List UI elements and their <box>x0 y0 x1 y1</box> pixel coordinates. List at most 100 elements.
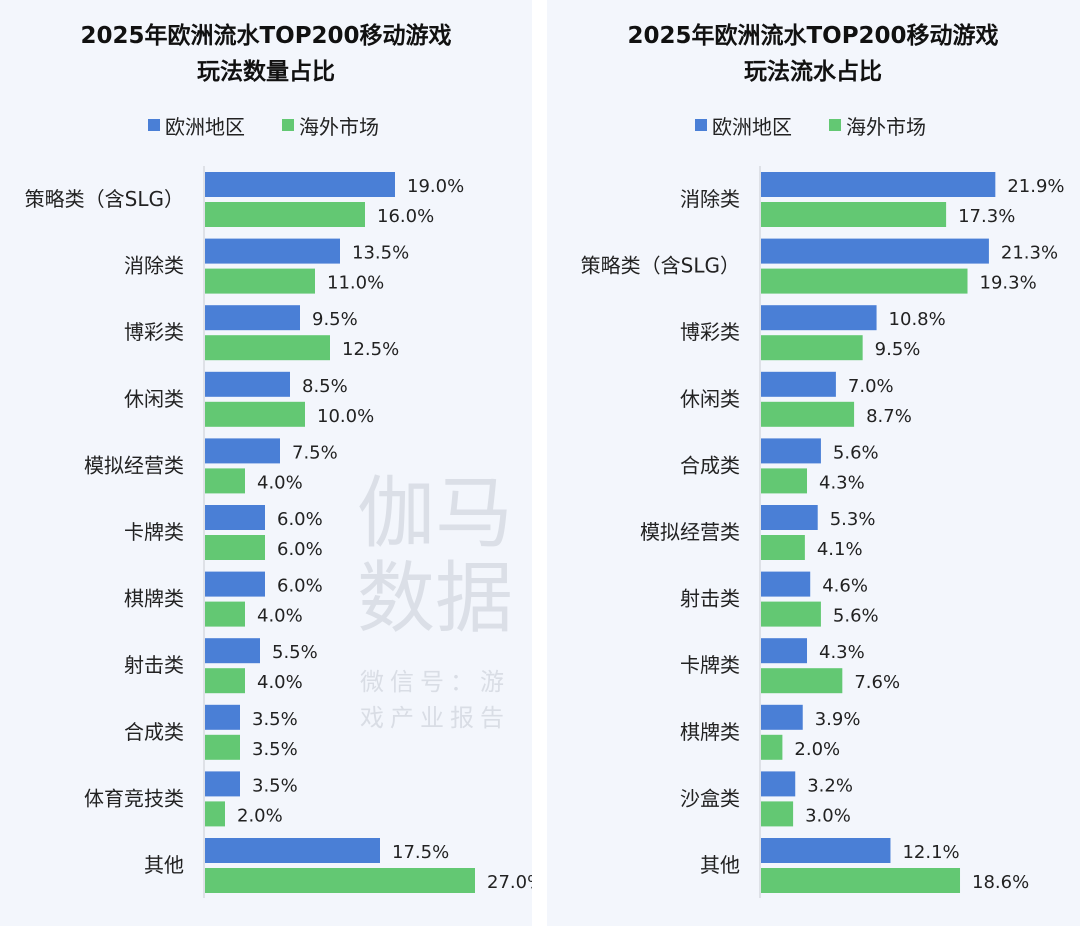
bar-europe <box>205 238 340 264</box>
data-label: 11.0% <box>327 273 384 294</box>
data-label: 17.5% <box>392 842 449 863</box>
data-label: 3.5% <box>252 709 298 730</box>
data-label: 3.2% <box>807 775 853 796</box>
category-label: 模拟经营类 <box>84 453 184 477</box>
chart-title: 2025年欧洲流水TOP200移动游戏 <box>80 22 451 49</box>
bar-overseas <box>205 668 245 694</box>
data-label: 3.5% <box>252 739 298 760</box>
bar-europe <box>761 704 803 730</box>
category-label: 棋牌类 <box>124 587 184 611</box>
chart-subtitle: 玩法数量占比 <box>197 59 335 85</box>
category-label: 棋牌类 <box>680 720 740 744</box>
category-label: 消除类 <box>124 254 184 278</box>
chart-subtitle: 玩法流水占比 <box>744 58 882 85</box>
legend-swatch-europe <box>695 119 707 131</box>
data-label: 17.3% <box>958 206 1015 227</box>
bar-europe <box>761 172 996 197</box>
data-label: 4.1% <box>817 539 863 560</box>
bar-overseas <box>205 868 475 893</box>
bar-europe <box>205 371 290 397</box>
bar-europe <box>205 305 300 331</box>
bar-overseas <box>205 401 305 427</box>
bar-europe <box>205 838 380 863</box>
bar-overseas <box>205 335 330 361</box>
data-label: 4.0% <box>257 672 303 693</box>
bar-overseas <box>205 801 225 827</box>
data-label: 19.0% <box>407 176 464 197</box>
bar-europe <box>761 238 989 264</box>
watermark-logo-text: 伽马 <box>357 469 513 559</box>
bar-overseas <box>761 535 805 560</box>
data-label: 6.0% <box>277 539 323 560</box>
bar-overseas <box>205 535 265 560</box>
bar-europe <box>205 438 280 464</box>
data-label: 5.6% <box>833 442 879 463</box>
category-label: 体育竞技类 <box>84 786 184 810</box>
category-label: 合成类 <box>124 720 184 744</box>
category-label: 射击类 <box>124 653 184 677</box>
category-label: 卡牌类 <box>680 653 740 677</box>
data-label: 7.6% <box>854 672 900 693</box>
data-label: 5.5% <box>272 642 318 663</box>
bar-overseas <box>205 468 245 494</box>
data-label: 12.1% <box>902 842 959 863</box>
bar-europe <box>761 305 877 331</box>
data-label: 4.3% <box>819 642 865 663</box>
bar-europe <box>761 438 821 464</box>
bar-overseas <box>205 601 245 627</box>
bar-europe <box>761 371 836 397</box>
bar-europe <box>761 838 891 863</box>
category-label: 休闲类 <box>124 387 184 411</box>
data-label: 3.5% <box>252 775 298 796</box>
category-label: 卡牌类 <box>124 520 184 544</box>
bar-overseas <box>761 734 783 760</box>
bar-overseas <box>761 801 794 827</box>
bar-overseas <box>761 401 855 427</box>
data-label: 2.0% <box>237 805 283 826</box>
category-label: 休闲类 <box>680 387 740 411</box>
category-label: 博彩类 <box>124 320 184 344</box>
data-label: 8.7% <box>866 406 912 427</box>
data-label: 10.0% <box>317 406 374 427</box>
bar-overseas <box>761 601 821 627</box>
data-label: 9.5% <box>312 309 358 330</box>
bar-overseas <box>205 734 240 760</box>
legend-label-overseas: 海外市场 <box>846 115 926 139</box>
bar-europe <box>761 571 811 597</box>
bar-overseas <box>761 468 808 494</box>
data-label: 6.0% <box>277 509 323 530</box>
data-label: 16.0% <box>377 206 434 227</box>
data-label: 6.0% <box>277 576 323 597</box>
chart-panel-revenue: 2025年欧洲流水TOP200移动游戏 玩法流水占比 欧洲地区 海外市场 消除类 21.9… <box>547 0 1080 926</box>
bar-overseas <box>761 268 968 294</box>
legend-swatch-europe <box>148 119 160 131</box>
data-label: 4.0% <box>257 472 303 493</box>
data-label: 4.3% <box>819 472 865 493</box>
legend-label-europe: 欧洲地区 <box>165 115 245 139</box>
category-label: 其他 <box>700 853 740 877</box>
bar-europe <box>761 638 808 664</box>
data-label: 18.6% <box>972 872 1029 893</box>
legend-swatch-overseas <box>829 119 841 131</box>
data-label: 19.3% <box>980 273 1037 294</box>
watermark-subtext: 戏产业报告 <box>360 704 510 732</box>
category-label: 其他 <box>144 853 184 877</box>
category-label: 沙盒类 <box>680 786 740 810</box>
data-label: 7.5% <box>292 442 338 463</box>
data-label: 21.3% <box>1001 243 1058 264</box>
bar-overseas <box>761 202 947 227</box>
bar-europe <box>205 704 240 730</box>
legend-label-overseas: 海外市场 <box>299 115 379 139</box>
bar-europe <box>205 172 395 197</box>
data-label: 5.6% <box>833 606 879 627</box>
data-label: 3.9% <box>815 709 861 730</box>
category-label: 模拟经营类 <box>640 520 740 544</box>
bar-overseas <box>761 335 863 361</box>
bar-overseas <box>761 668 843 694</box>
legend-swatch-overseas <box>282 119 294 131</box>
data-label: 4.0% <box>257 606 303 627</box>
data-label: 3.0% <box>805 805 851 826</box>
